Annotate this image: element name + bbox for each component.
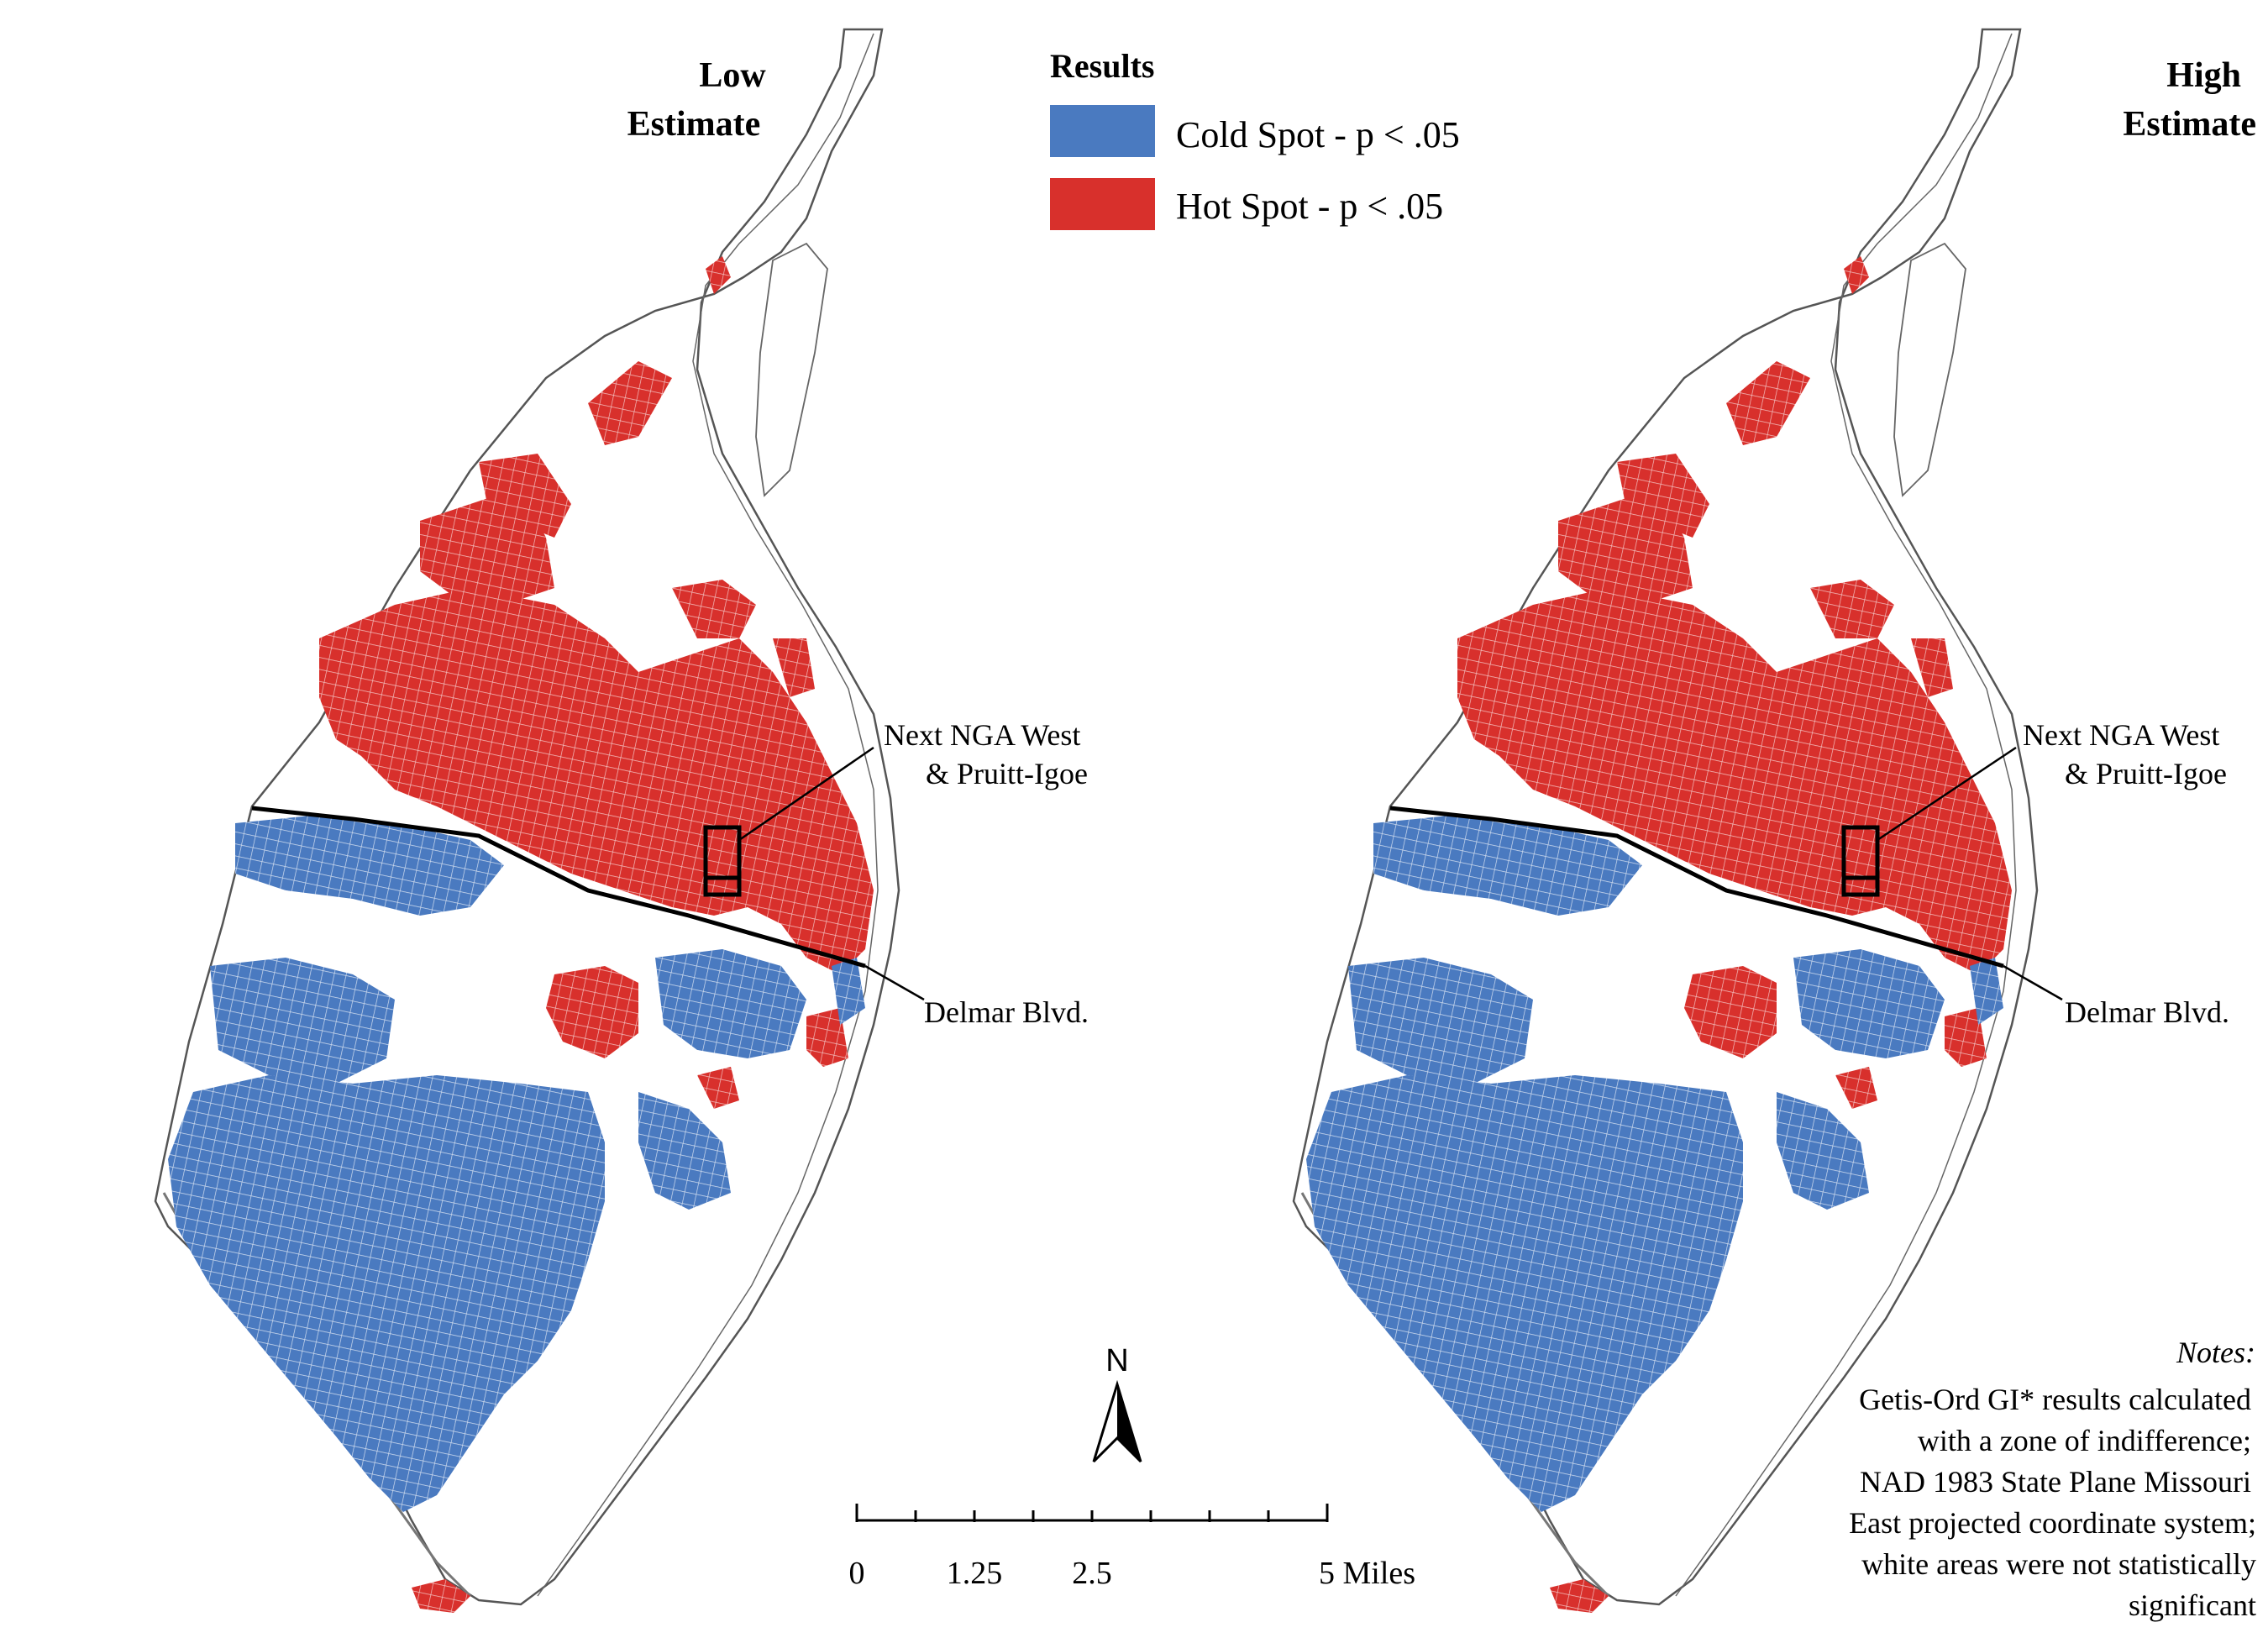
notes: Notes: Getis-Ord GI* results calculated … <box>1849 1336 2256 1622</box>
scale-tick-1: 1.25 <box>947 1556 1003 1591</box>
right-site-label-line1: Next NGA West <box>2023 718 2219 752</box>
notes-line-5: white areas were not statistically <box>1861 1547 2256 1581</box>
notes-line-6: significant <box>2129 1588 2256 1622</box>
notes-heading: Notes: <box>2176 1336 2255 1369</box>
notes-line-2: with a zone of indifference; <box>1918 1424 2251 1457</box>
left-map-panel: Low Estimate Next NGA West & Pruitt-Igoe… <box>155 29 1089 1613</box>
left-site-label-line2: & Pruitt-Igoe <box>926 757 1088 790</box>
north-arrow-label: N <box>1105 1343 1128 1378</box>
right-title-line1: High <box>2166 56 2241 95</box>
north-arrow: N <box>1092 1343 1142 1463</box>
scale-tick-0: 0 <box>849 1556 865 1591</box>
legend-label-cold: Cold Spot - p < .05 <box>1176 114 1460 155</box>
right-site-label-line2: & Pruitt-Igoe <box>2065 757 2227 790</box>
scale-tick-2: 2.5 <box>1072 1556 1112 1591</box>
notes-line-4: East projected coordinate system; <box>1849 1506 2256 1540</box>
scale-bar: 0 1.25 2.5 5 Miles <box>849 1504 1415 1591</box>
notes-line-1: Getis-Ord GI* results calculated <box>1859 1383 2251 1416</box>
legend-swatch-hot <box>1050 178 1155 230</box>
scale-tick-3: 5 Miles <box>1319 1556 1415 1591</box>
legend-swatch-cold <box>1050 105 1155 157</box>
legend-title: Results <box>1050 47 1154 85</box>
left-site-label-line1: Next NGA West <box>884 718 1080 752</box>
left-title-line1: Low <box>699 56 766 95</box>
notes-line-3: NAD 1983 State Plane Missouri <box>1860 1465 2251 1499</box>
right-title-line2: Estimate <box>2123 105 2256 144</box>
legend-label-hot: Hot Spot - p < .05 <box>1176 186 1443 227</box>
left-title-line2: Estimate <box>627 105 761 144</box>
left-street-label: Delmar Blvd. <box>924 995 1089 1029</box>
right-street-label: Delmar Blvd. <box>2065 995 2229 1029</box>
right-map-panel: High Estimate Next NGA West & Pruitt-Igo… <box>1294 29 2256 1613</box>
legend: Results Cold Spot - p < .05 Hot Spot - p… <box>1050 47 1460 230</box>
